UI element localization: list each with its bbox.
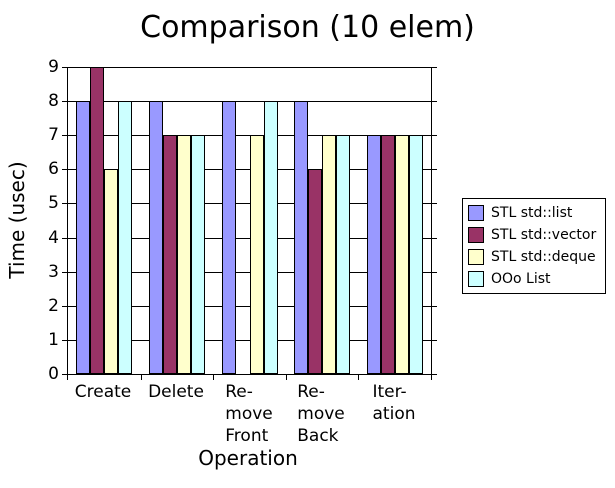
y-axis-tick [62, 67, 67, 68]
bar-ooo-list-iteration [409, 135, 423, 374]
bar-stl-std-list-remove-front [222, 101, 236, 374]
y-axis-tick [432, 169, 437, 170]
gridline-y9 [68, 67, 431, 68]
bar-stl-std-vector-delete [163, 135, 177, 374]
y-axis-tick [432, 135, 437, 136]
y-tick-label-4: 4 [48, 228, 59, 248]
y-axis-tick [432, 340, 437, 341]
y-tick-label-8: 8 [48, 91, 59, 111]
y-tick-label-0: 0 [48, 364, 59, 384]
bar-stl-std-list-delete [149, 101, 163, 374]
gridline-y8 [68, 101, 431, 102]
legend-color-swatch [468, 205, 484, 221]
y-axis-tick [432, 203, 437, 204]
gridline-y4 [68, 238, 431, 239]
bar-ooo-list-create [118, 101, 132, 374]
x-axis-tick [358, 375, 359, 380]
legend-item-stl-std-vector: STL std::vector [468, 224, 596, 246]
bar-stl-std-vector-remove-back [308, 169, 322, 374]
y-axis-tick [432, 272, 437, 273]
y-axis-tick [62, 306, 67, 307]
gridline-y1 [68, 340, 431, 341]
bar-ooo-list-remove-front [264, 101, 278, 374]
bar-stl-std-list-create [76, 101, 90, 374]
plot-area [62, 67, 437, 380]
x-axis-tick [141, 375, 142, 380]
legend-item-stl-std-list: STL std::list [468, 202, 596, 224]
legend-item-label: STL std::list [491, 205, 573, 221]
y-axis-tick [432, 306, 437, 307]
y-tick-label-5: 5 [48, 193, 59, 213]
x-tick-label-create: Create [74, 382, 132, 402]
y-axis-tick [432, 374, 437, 375]
x-tick-label-remove-front: Re- move Front [225, 382, 273, 446]
bar-stl-std-vector-create [90, 67, 104, 374]
bar-stl-std-list-iteration [367, 135, 381, 374]
bar-stl-std-vector-iteration [381, 135, 395, 374]
bar-stl-std-deque-iteration [395, 135, 409, 374]
legend-color-swatch [468, 249, 484, 265]
gridline-y2 [68, 306, 431, 307]
bar-stl-std-deque-delete [177, 135, 191, 374]
y-axis-tick [432, 101, 437, 102]
bar-ooo-list-delete [191, 135, 205, 374]
y-tick-label-6: 6 [48, 159, 59, 179]
legend-color-swatch [468, 271, 484, 287]
x-axis-tick [431, 375, 432, 380]
y-tick-label-9: 9 [48, 57, 59, 77]
y-axis-tick [62, 101, 67, 102]
legend-item-label: STL std::vector [491, 227, 597, 243]
bar-stl-std-deque-remove-back [322, 135, 336, 374]
y-axis-tick [62, 238, 67, 239]
y-axis-tick [62, 169, 67, 170]
x-axis-tick [286, 375, 287, 380]
bar-stl-std-list-remove-back [294, 101, 308, 374]
y-axis-tick [62, 374, 67, 375]
gridline-y7 [68, 135, 431, 136]
y-axis-tick [432, 238, 437, 239]
legend-color-swatch [468, 227, 484, 243]
bar-ooo-list-remove-back [336, 135, 350, 374]
x-tick-label-remove-back: Re- move Back [297, 382, 345, 446]
legend-item-stl-std-deque: STL std::deque [468, 246, 596, 268]
legend-item-label: OOo List [491, 271, 551, 287]
gridline-y3 [68, 272, 431, 273]
y-tick-label-3: 3 [48, 262, 59, 282]
legend-item-label: STL std::deque [491, 249, 596, 265]
bar-stl-std-deque-remove-front [250, 135, 264, 374]
x-axis-tick [67, 375, 68, 380]
y-axis-tick [62, 272, 67, 273]
y-axis-tick [62, 340, 67, 341]
legend-item-ooo-list: OOo List [468, 268, 596, 290]
y-axis-tick [62, 203, 67, 204]
x-tick-label-delete: Delete [148, 382, 204, 402]
bar-stl-std-deque-create [104, 169, 118, 374]
y-tick-label-1: 1 [48, 330, 59, 350]
y-tick-label-2: 2 [48, 296, 59, 316]
y-tick-label-7: 7 [48, 125, 59, 145]
chart-title: Comparison (10 elem) [140, 10, 475, 45]
gridline-y5 [68, 203, 431, 204]
x-axis-tick [213, 375, 214, 380]
y-axis-tick [432, 67, 437, 68]
gridline-y6 [68, 169, 431, 170]
x-tick-label-iteration: Iter- ation [372, 382, 416, 424]
y-axis-tick [62, 135, 67, 136]
x-axis-title: Operation [198, 446, 298, 470]
